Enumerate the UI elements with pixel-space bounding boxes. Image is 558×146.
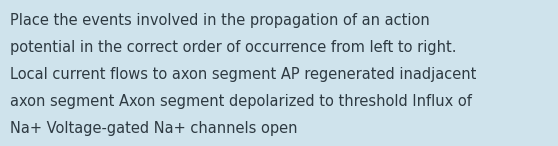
Text: axon segment Axon segment depolarized to threshold Influx of: axon segment Axon segment depolarized to… — [10, 94, 472, 109]
Text: Local current flows to axon segment AP regenerated inadjacent: Local current flows to axon segment AP r… — [10, 67, 477, 82]
Text: Place the events involved in the propagation of an action: Place the events involved in the propaga… — [10, 13, 430, 28]
Text: Na+ Voltage-gated Na+ channels open: Na+ Voltage-gated Na+ channels open — [10, 121, 297, 136]
Text: potential in the correct order of occurrence from left to right.: potential in the correct order of occurr… — [10, 40, 456, 55]
